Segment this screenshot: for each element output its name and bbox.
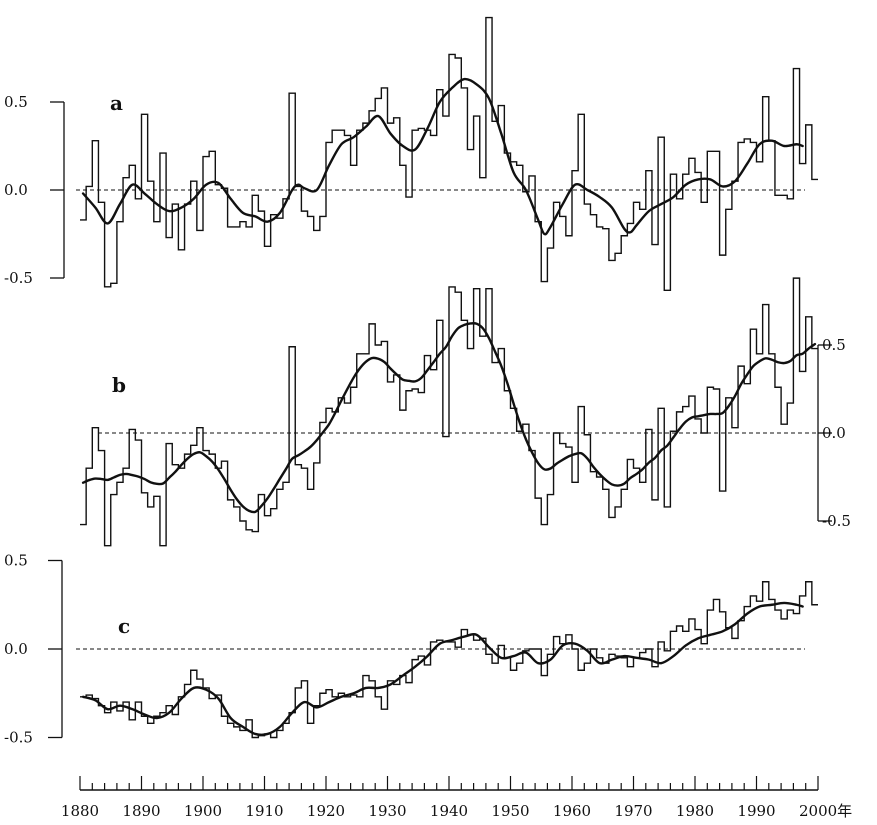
smoothed-series xyxy=(81,77,804,236)
y-tick-label: -0.5 xyxy=(4,269,33,287)
y-tick-label: 0.5 xyxy=(4,93,28,111)
x-tick-label: 1980 xyxy=(676,802,714,820)
x-tick-label: 1960 xyxy=(553,802,591,820)
y-tick-label: -0.5 xyxy=(4,729,33,747)
x-tick-label: 1930 xyxy=(368,802,406,820)
x-tick-label: 1920 xyxy=(307,802,345,820)
smoothed-series xyxy=(81,322,817,514)
smoothed-series xyxy=(81,601,804,737)
x-tick-label: 1900 xyxy=(184,802,222,820)
annual-step-series xyxy=(80,581,818,739)
x-tick-label: 1890 xyxy=(122,802,160,820)
y-tick-label: 0.5 xyxy=(4,552,28,570)
x-tick-label: 1910 xyxy=(245,802,283,820)
panel-label: b xyxy=(112,373,126,397)
x-tick-label: 1950 xyxy=(491,802,529,820)
annual-step-series xyxy=(80,16,818,292)
panel-label: c xyxy=(118,614,130,638)
y-tick-label: 0.0 xyxy=(4,181,28,199)
x-tick-label: 2000年 xyxy=(799,802,852,820)
x-tick-label: 1940 xyxy=(430,802,468,820)
x-tick-label: 1970 xyxy=(614,802,652,820)
y-tick-label: 0.0 xyxy=(4,640,28,658)
y-tick-label: -0.5 xyxy=(822,512,851,530)
panel-label: a xyxy=(110,91,123,115)
panel-a: 0.5 0.0 -0.5 a xyxy=(4,16,818,292)
y-tick-label: 0.5 xyxy=(822,336,846,354)
annual-step-series xyxy=(80,277,818,547)
panel-c: 0.5 0.0 -0.5 c xyxy=(4,552,818,747)
y-tick-label: 0.0 xyxy=(822,424,846,442)
x-axis: 1880 1890 1900 1910 1920 1930 1940 1950 1960 1970… xyxy=(61,776,852,820)
x-tick-label: 1990 xyxy=(737,802,775,820)
x-tick-label: 1880 xyxy=(61,802,99,820)
panel-b: 0.5 0.0 -0.5 b xyxy=(80,277,851,547)
